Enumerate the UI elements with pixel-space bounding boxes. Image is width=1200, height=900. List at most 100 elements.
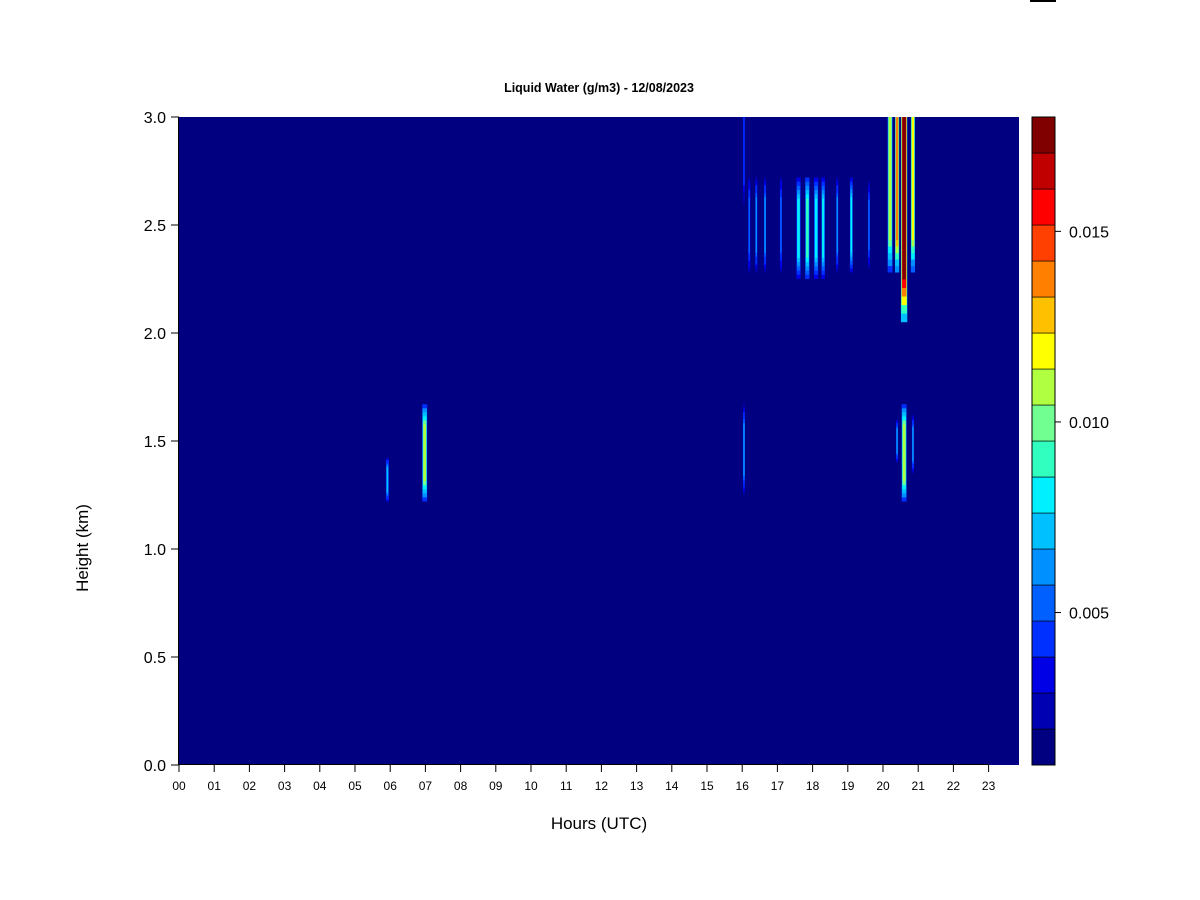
x-tick-label: 07 bbox=[419, 779, 433, 793]
x-tick-label: 01 bbox=[208, 779, 222, 793]
colorbar-tick-label: 0.005 bbox=[1069, 606, 1109, 623]
heatmap-cell bbox=[849, 177, 853, 273]
x-tick-label: 20 bbox=[876, 779, 890, 793]
y-tick-label: 0.0 bbox=[144, 758, 166, 775]
heatmap-cell bbox=[910, 117, 916, 273]
y-tick-label: 1.5 bbox=[144, 434, 166, 451]
colorbar-swatch bbox=[1031, 116, 1056, 154]
heatmap-cell-band bbox=[764, 197, 766, 253]
colorbar-swatch bbox=[1031, 440, 1056, 478]
colorbar-swatch bbox=[1031, 548, 1056, 586]
colorbar-swatch bbox=[1031, 620, 1056, 658]
colorbar-swatch bbox=[1031, 404, 1056, 442]
colorbar-swatch bbox=[1031, 512, 1056, 550]
heatmap-cell-band bbox=[911, 117, 915, 241]
heatmap-cell bbox=[805, 177, 810, 279]
x-tick-label: 22 bbox=[947, 779, 961, 793]
heatmap-cell bbox=[748, 177, 751, 273]
x-tick-label: 19 bbox=[841, 779, 855, 793]
heatmap-cell bbox=[887, 117, 893, 273]
colorbar-swatch bbox=[1031, 152, 1056, 190]
x-tick-label: 12 bbox=[595, 779, 609, 793]
heatmap-cell bbox=[422, 404, 428, 502]
heatmap-cell bbox=[836, 177, 839, 273]
y-tick-label: 1.0 bbox=[144, 542, 166, 559]
chart-title: Liquid Water (g/m3) - 12/08/2023 bbox=[504, 81, 694, 95]
heatmap-cell bbox=[385, 458, 389, 502]
heatmap-cell bbox=[821, 177, 825, 279]
colorbar-tick-label: 0.015 bbox=[1069, 224, 1109, 241]
y-axis-label: Height (km) bbox=[73, 504, 92, 592]
heatmap-cell bbox=[896, 419, 899, 463]
plot-area bbox=[179, 117, 1019, 765]
colorbar-swatch bbox=[1031, 584, 1056, 622]
heatmap-cell-band bbox=[902, 424, 906, 482]
corner-mark bbox=[1030, 0, 1056, 2]
x-tick-label: 13 bbox=[630, 779, 644, 793]
heatmap-cell bbox=[901, 404, 907, 502]
colorbar-swatch bbox=[1031, 368, 1056, 406]
heatmap-cell-band bbox=[755, 197, 758, 253]
colorbar-swatch bbox=[1031, 692, 1056, 730]
heatmap-cell-band bbox=[743, 117, 745, 186]
heatmap-cell bbox=[764, 177, 767, 273]
x-tick-label: 14 bbox=[665, 779, 679, 793]
heatmap-cell-band bbox=[912, 427, 914, 462]
x-tick-label: 09 bbox=[489, 779, 503, 793]
colorbar-swatch bbox=[1031, 332, 1056, 370]
heatmap-cell-band bbox=[423, 424, 427, 482]
x-tick-label: 00 bbox=[172, 779, 186, 793]
heatmap-cell-band bbox=[806, 198, 809, 258]
heatmap-cell-band bbox=[888, 117, 892, 241]
x-tick-label: 23 bbox=[982, 779, 996, 793]
heatmap-cell-band bbox=[386, 467, 389, 493]
x-axis-ticks: 00 01 02 03 04 05 06 07 08 09 10 11 12 13 14 15 16 17 18 19… bbox=[172, 765, 996, 793]
heatmap-cell-band bbox=[814, 198, 818, 258]
y-tick-label: 3.0 bbox=[144, 110, 166, 127]
colorbar-swatch bbox=[1031, 656, 1056, 694]
heatmap-cell-band bbox=[896, 428, 898, 454]
colorbar: 0.005 0.010 0.015 bbox=[1031, 116, 1109, 766]
x-tick-label: 04 bbox=[313, 779, 327, 793]
y-tick-label: 2.0 bbox=[144, 326, 166, 343]
x-tick-label: 18 bbox=[806, 779, 820, 793]
x-tick-label: 10 bbox=[524, 779, 538, 793]
heatmap-cell-band bbox=[743, 423, 745, 477]
colorbar-swatch bbox=[1031, 296, 1056, 334]
x-axis-label: Hours (UTC) bbox=[551, 814, 647, 833]
colorbar-swatch bbox=[1031, 260, 1056, 298]
heatmap-cell bbox=[911, 415, 914, 474]
heatmap-cell-band bbox=[850, 197, 853, 253]
x-tick-label: 03 bbox=[278, 779, 292, 793]
heatmap-cell-band bbox=[780, 197, 782, 253]
colorbar-swatch bbox=[1031, 728, 1056, 766]
x-tick-label: 16 bbox=[736, 779, 750, 793]
heatmap-features bbox=[385, 117, 916, 502]
heatmap-cell bbox=[868, 181, 870, 269]
heatmap-cell-band bbox=[868, 199, 870, 251]
heatmap-cell bbox=[894, 117, 900, 273]
x-tick-label: 05 bbox=[348, 779, 362, 793]
x-tick-label: 08 bbox=[454, 779, 468, 793]
heatmap-cell bbox=[743, 117, 745, 204]
heatmap-cell-band bbox=[902, 117, 906, 280]
x-tick-label: 17 bbox=[771, 779, 785, 793]
heatmap-cell-band bbox=[797, 198, 800, 258]
heatmap-cell bbox=[814, 177, 819, 279]
x-tick-label: 11 bbox=[560, 779, 573, 793]
heatmap-cell bbox=[796, 177, 801, 279]
y-axis-ticks: 0.0 0.5 1.0 1.5 2.0 2.5 3.0 bbox=[144, 110, 179, 775]
heatmap-cell bbox=[743, 404, 745, 495]
y-tick-label: 2.5 bbox=[144, 218, 166, 235]
heatmap-cell-band bbox=[836, 197, 838, 253]
colorbar-swatch bbox=[1031, 476, 1056, 514]
heatmap-cell bbox=[755, 177, 758, 273]
heatmap-cell-band bbox=[822, 198, 825, 258]
heatmap-cell bbox=[900, 117, 908, 323]
x-tick-label: 02 bbox=[243, 779, 257, 793]
heatmap-cell-band bbox=[895, 117, 899, 241]
x-tick-label: 06 bbox=[384, 779, 398, 793]
colorbar-swatch bbox=[1031, 188, 1056, 226]
heatmap-cell bbox=[779, 177, 782, 273]
